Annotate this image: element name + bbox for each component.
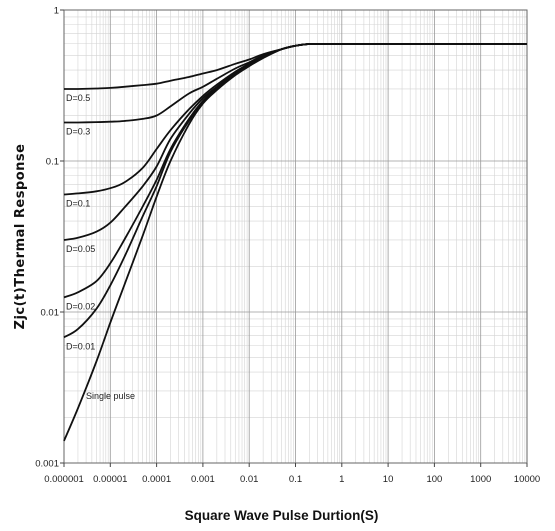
y-tick-label: 0.1 [46,157,59,168]
series-lines [63,43,527,442]
x-tick-label: 0.000001 [44,474,84,485]
y-axis-ticks: 0.001 0.01 0.1 1 [35,6,64,470]
x-tick-label: 100 [426,474,442,485]
series-label: D=0.5 [66,93,90,103]
series-label: D=0.01 [66,341,95,351]
x-tick-label: 0.1 [289,474,302,485]
x-tick-label: 0.00001 [93,474,127,485]
x-tick-label: 0.01 [240,474,259,485]
series-label: Single pulse [86,391,135,401]
series-label: D=0.3 [66,126,90,136]
x-tick-label: 0.001 [191,474,215,485]
x-tick-label: 1000 [470,474,491,485]
series-labels: D=0.5 D=0.3 D=0.1 D=0.05 D=0.02 D=0.01 Single … [66,93,135,401]
y-tick-label: 0.01 [41,308,60,319]
x-axis-label: Square Wave Pulse Durtion(S) [185,508,379,523]
x-tick-label: 10000 [514,474,540,485]
series-line [63,43,527,442]
series-label: D=0.05 [66,244,95,254]
series-label: D=0.1 [66,198,90,208]
x-tick-label: 1 [339,474,344,485]
x-tick-label: 0.0001 [142,474,171,485]
y-tick-label: 0.001 [35,459,59,470]
x-tick-label: 10 [383,474,394,485]
y-axis-label: Zjc(t)Thermal Response [13,144,28,330]
x-axis-ticks: 0.000001 0.00001 0.0001 0.001 0.01 0.1 1 10 100 1… [44,463,540,485]
series-label: D=0.02 [66,301,95,311]
y-tick-label: 1 [54,6,59,17]
